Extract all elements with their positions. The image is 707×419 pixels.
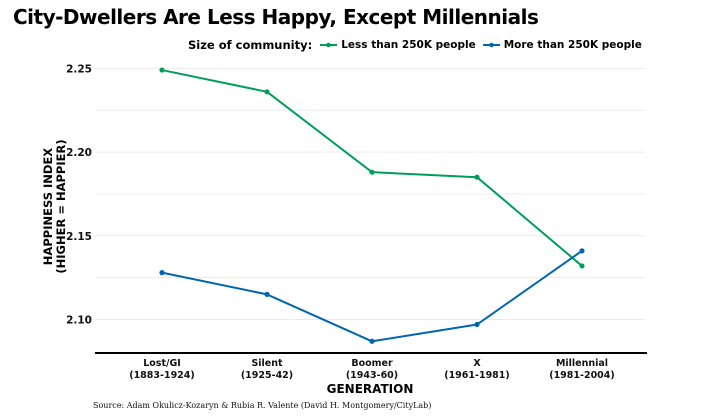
y-axis-subtitle: (HIGHER = HAPPIER) — [54, 139, 68, 273]
legend-key-blue — [482, 42, 500, 48]
chart-title: City-Dwellers Are Less Happy, Except Mil… — [13, 5, 539, 29]
x-tick-label: Boomer — [351, 358, 393, 369]
legend-item-large-communities: More than 250K people — [482, 39, 642, 51]
x-tick-label: Millennial — [556, 358, 608, 369]
data-point — [579, 263, 585, 269]
legend-item-small-communities: Less than 250K people — [320, 39, 476, 51]
x-tick-sublabel: (1943-60) — [346, 370, 398, 381]
data-point — [159, 270, 165, 276]
legend-label-large: More than 250K people — [503, 39, 642, 51]
data-point — [369, 169, 375, 175]
x-tick-sublabel: (1981-2004) — [549, 370, 615, 381]
data-point — [369, 338, 375, 344]
y-tick-label: 2.20 — [66, 147, 92, 159]
x-tick-label: Silent — [251, 358, 283, 369]
x-tick-label: Lost/GI — [143, 358, 181, 369]
source-note: Source: Adam Okulicz-Kozaryn & Rubia R. … — [93, 401, 432, 410]
data-point — [159, 67, 165, 73]
y-tick-label: 2.25 — [66, 63, 92, 75]
data-point — [264, 291, 270, 297]
legend: Size of community: Less than 250K people… — [188, 38, 649, 52]
y-tick-label: 2.15 — [66, 231, 92, 243]
x-tick-sublabel: (1925-42) — [241, 370, 293, 381]
y-tick-label: 2.10 — [66, 315, 92, 327]
legend-label-small: Less than 250K people — [341, 39, 476, 51]
x-tick-sublabel: (1883-1924) — [129, 370, 195, 381]
x-tick-label: X — [473, 358, 481, 369]
legend-title: Size of community: — [188, 38, 313, 52]
series-line-small-communities — [161, 69, 583, 267]
data-point — [474, 321, 480, 328]
x-axis-title: GENERATION — [327, 382, 414, 396]
series-line-large-communities — [161, 250, 583, 343]
data-point — [474, 174, 480, 180]
legend-key-green — [320, 42, 338, 48]
y-axis-title: HAPPINESS INDEX — [41, 148, 55, 265]
data-point — [579, 248, 585, 254]
x-tick-sublabel: (1961-1981) — [444, 370, 510, 381]
data-point — [264, 89, 270, 95]
